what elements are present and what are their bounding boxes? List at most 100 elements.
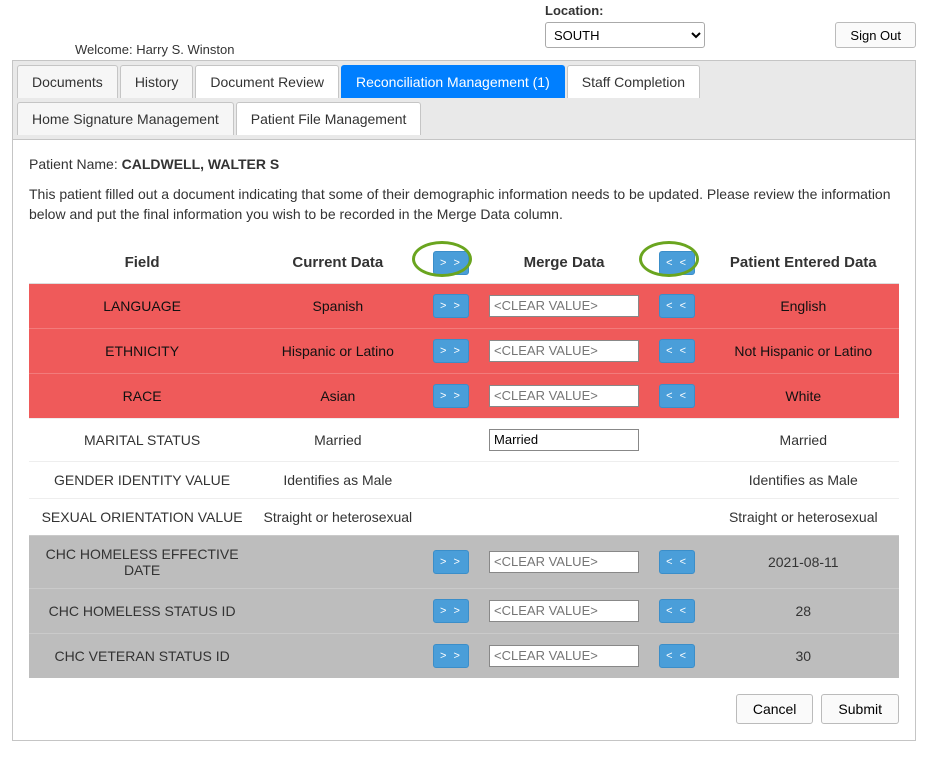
- field-cell: CHC HOMELESS STATUS ID: [29, 588, 255, 633]
- merge-cell: [481, 498, 646, 535]
- field-cell: SEXUAL ORIENTATION VALUE: [29, 498, 255, 535]
- push-right-button[interactable]: > >: [433, 294, 469, 318]
- table-row: CHC HOMELESS EFFECTIVE DATE> >< <2021-08…: [29, 535, 899, 588]
- field-cell: GENDER IDENTITY VALUE: [29, 461, 255, 498]
- field-cell: CHC VETERAN STATUS ID: [29, 633, 255, 678]
- table-body: LANGUAGESpanish> >< <EnglishETHNICITYHis…: [29, 283, 899, 678]
- reconciliation-table: Field Current Data > > Merge Data < < Pa…: [29, 243, 899, 678]
- push-right-cell: > >: [420, 633, 481, 678]
- push-right-cell: > >: [420, 373, 481, 418]
- push-left-cell: < <: [647, 535, 708, 588]
- col-header-current: Current Data: [255, 243, 420, 284]
- tab-reconciliation-management-1[interactable]: Reconciliation Management (1): [341, 65, 565, 98]
- tab-patient-file-management[interactable]: Patient File Management: [236, 102, 422, 135]
- push-right-button[interactable]: > >: [433, 644, 469, 668]
- tab-row-2: Home Signature ManagementPatient File Ma…: [13, 98, 915, 139]
- table-row: SEXUAL ORIENTATION VALUEStraight or hete…: [29, 498, 899, 535]
- push-right-cell: > >: [420, 283, 481, 328]
- patient-data-cell: Married: [708, 418, 899, 461]
- content-area: Patient Name: CALDWELL, WALTER S This pa…: [13, 140, 915, 740]
- push-left-cell: < <: [647, 588, 708, 633]
- cancel-button[interactable]: Cancel: [736, 694, 814, 724]
- merge-input[interactable]: [489, 645, 639, 667]
- push-left-cell: [647, 461, 708, 498]
- welcome-label: Welcome:: [75, 42, 133, 57]
- push-right-button[interactable]: > >: [433, 384, 469, 408]
- tab-row-1: DocumentsHistoryDocument ReviewReconcili…: [13, 61, 915, 98]
- push-right-cell: > >: [420, 535, 481, 588]
- table-row: CHC HOMELESS STATUS ID> >< <28: [29, 588, 899, 633]
- patient-name-line: Patient Name: CALDWELL, WALTER S: [29, 156, 899, 172]
- tab-bar: DocumentsHistoryDocument ReviewReconcili…: [13, 61, 915, 140]
- merge-cell: [481, 373, 646, 418]
- highlight-circle-right: [412, 241, 472, 277]
- push-left-button[interactable]: < <: [659, 599, 695, 623]
- push-right-cell: [420, 461, 481, 498]
- push-left-button[interactable]: < <: [659, 384, 695, 408]
- current-data-cell: [255, 535, 420, 588]
- submit-button[interactable]: Submit: [821, 694, 899, 724]
- intro-text: This patient filled out a document indic…: [29, 184, 899, 225]
- table-row: LANGUAGESpanish> >< <English: [29, 283, 899, 328]
- merge-cell: [481, 461, 646, 498]
- welcome-user: Harry S. Winston: [136, 42, 234, 57]
- push-left-button[interactable]: < <: [659, 294, 695, 318]
- patient-name-label: Patient Name:: [29, 156, 118, 172]
- push-left-cell: < <: [647, 633, 708, 678]
- footer-buttons: Cancel Submit: [29, 694, 899, 724]
- welcome-text: Welcome: Harry S. Winston: [75, 42, 234, 57]
- patient-data-cell: Straight or heterosexual: [708, 498, 899, 535]
- merge-input[interactable]: [489, 600, 639, 622]
- tab-staff-completion[interactable]: Staff Completion: [567, 65, 700, 98]
- push-left-button[interactable]: < <: [659, 550, 695, 574]
- merge-input[interactable]: [489, 340, 639, 362]
- merge-cell: [481, 418, 646, 461]
- push-left-button[interactable]: < <: [659, 339, 695, 363]
- current-data-cell: [255, 633, 420, 678]
- merge-cell: [481, 633, 646, 678]
- current-data-cell: Married: [255, 418, 420, 461]
- push-right-button[interactable]: > >: [433, 599, 469, 623]
- location-label: Location:: [545, 3, 705, 18]
- col-header-merge: Merge Data: [481, 243, 646, 284]
- push-left-cell: < <: [647, 373, 708, 418]
- field-cell: CHC HOMELESS EFFECTIVE DATE: [29, 535, 255, 588]
- push-right-button[interactable]: > >: [433, 550, 469, 574]
- push-right-cell: > >: [420, 328, 481, 373]
- col-header-patient: Patient Entered Data: [708, 243, 899, 284]
- merge-input[interactable]: [489, 385, 639, 407]
- patient-data-cell: English: [708, 283, 899, 328]
- current-data-cell: Straight or heterosexual: [255, 498, 420, 535]
- col-header-rr: > >: [420, 243, 481, 284]
- merge-input[interactable]: [489, 429, 639, 451]
- col-header-ll: < <: [647, 243, 708, 284]
- main-container: DocumentsHistoryDocument ReviewReconcili…: [12, 60, 916, 741]
- merge-cell: [481, 328, 646, 373]
- merge-cell: [481, 283, 646, 328]
- tab-document-review[interactable]: Document Review: [195, 65, 339, 98]
- push-left-cell: [647, 418, 708, 461]
- merge-input[interactable]: [489, 551, 639, 573]
- sign-out-button[interactable]: Sign Out: [835, 22, 916, 48]
- tab-home-signature-management[interactable]: Home Signature Management: [17, 102, 234, 135]
- table-row: RACEAsian> >< <White: [29, 373, 899, 418]
- tab-history[interactable]: History: [120, 65, 194, 98]
- push-left-cell: < <: [647, 328, 708, 373]
- field-cell: ETHNICITY: [29, 328, 255, 373]
- col-header-field: Field: [29, 243, 255, 284]
- table-row: GENDER IDENTITY VALUEIdentifies as MaleI…: [29, 461, 899, 498]
- field-cell: MARITAL STATUS: [29, 418, 255, 461]
- merge-input[interactable]: [489, 295, 639, 317]
- merge-cell: [481, 535, 646, 588]
- field-cell: RACE: [29, 373, 255, 418]
- location-select[interactable]: SOUTH: [545, 22, 705, 48]
- tab-documents[interactable]: Documents: [17, 65, 118, 98]
- push-right-cell: [420, 498, 481, 535]
- current-data-cell: Hispanic or Latino: [255, 328, 420, 373]
- push-left-button[interactable]: < <: [659, 644, 695, 668]
- merge-cell: [481, 588, 646, 633]
- current-data-cell: Spanish: [255, 283, 420, 328]
- page-header: Location: SOUTH Sign Out Welcome: Harry …: [0, 0, 928, 60]
- current-data-cell: [255, 588, 420, 633]
- push-right-button[interactable]: > >: [433, 339, 469, 363]
